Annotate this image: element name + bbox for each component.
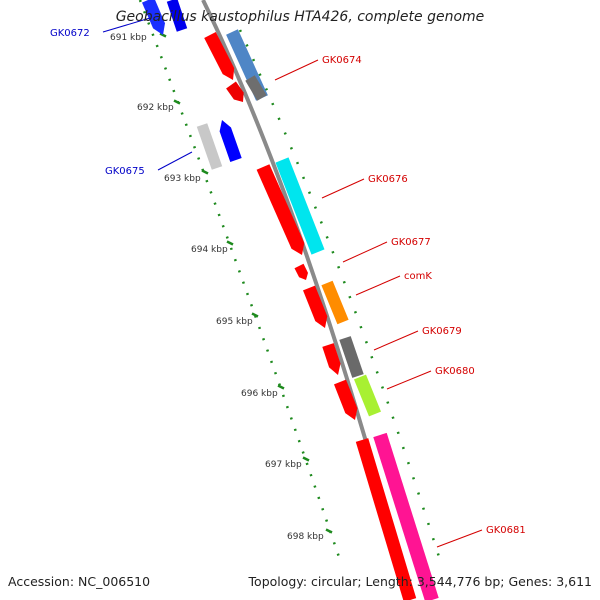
gene-label-leader xyxy=(157,151,193,171)
gene-feature-cyan[interactable] xyxy=(275,157,325,255)
outer-dotted-line xyxy=(238,29,442,561)
accession-value: NC_006510 xyxy=(78,574,151,589)
axis-tick-mark xyxy=(325,528,333,534)
gene-feature-blue[interactable] xyxy=(219,120,242,162)
gene-label-comk[interactable]: comK xyxy=(404,271,432,282)
gene-label-gk0681[interactable]: GK0681 xyxy=(486,525,526,536)
gene-feature-orange[interactable] xyxy=(321,280,349,325)
axis-tick-label: 695 kbp xyxy=(216,317,253,327)
length-label: Length: xyxy=(365,574,413,589)
axis-tick-label: 694 kbp xyxy=(191,245,228,255)
gene-feature-red[interactable] xyxy=(204,32,235,80)
axis-tick-mark xyxy=(173,99,181,105)
gene-label-leader xyxy=(274,59,319,81)
gene-label-gk0679[interactable]: GK0679 xyxy=(422,326,462,337)
axis-tick-mark xyxy=(302,456,310,462)
axis-tick-label: 696 kbp xyxy=(241,389,278,399)
accession-label: Accession: xyxy=(8,574,75,589)
axis-tick-mark xyxy=(251,312,259,318)
gene-feature-pink[interactable] xyxy=(373,432,439,600)
gene-label-leader xyxy=(386,370,432,390)
gene-features xyxy=(142,0,439,600)
gene-feature-lime[interactable] xyxy=(354,374,381,417)
axis-tick-label: 693 kbp xyxy=(164,174,201,184)
axis-tick-label: 697 kbp xyxy=(265,460,302,470)
gene-label-gk0674[interactable]: GK0674 xyxy=(322,55,362,66)
gene-label-leader xyxy=(321,178,365,199)
genome-title: Geobacillus kaustophilus HTA426, complet… xyxy=(115,9,485,25)
gene-label-gk0675[interactable]: GK0675 xyxy=(105,166,145,177)
gene-labels[interactable]: GK0672 GK0674 GK0675 GK0676 GK0677 comK GK0679… xyxy=(50,17,526,548)
gene-label-gk0672[interactable]: GK0672 xyxy=(50,28,90,39)
gene-feature-red[interactable] xyxy=(226,81,244,103)
accession-info: Accession: NC_006510 xyxy=(8,574,150,589)
gene-label-gk0676[interactable]: GK0676 xyxy=(368,174,408,185)
axis-tick-label: 698 kbp xyxy=(287,532,324,542)
axis-tick-mark xyxy=(201,169,209,175)
axis-tick-label: 691 kbp xyxy=(110,33,147,43)
gene-feature-red[interactable] xyxy=(355,438,417,600)
genome-summary: Topology: circular; Length: 3,544,776 bp… xyxy=(248,574,592,589)
gene-label-leader xyxy=(436,529,483,548)
gene-label-leader xyxy=(102,17,151,33)
gene-feature-red[interactable] xyxy=(294,263,309,280)
gene-feature-gray[interactable] xyxy=(339,336,364,378)
axis-tick-mark xyxy=(226,240,234,246)
axis-tick-mark xyxy=(277,384,285,390)
genes-value: 3,611 xyxy=(556,574,592,589)
axis-tick-label: 692 kbp xyxy=(137,103,174,113)
genes-label: Genes: xyxy=(508,574,553,589)
topology-label: Topology: xyxy=(248,574,308,589)
gene-label-leader xyxy=(373,330,419,351)
gene-feature-red[interactable] xyxy=(303,285,328,328)
length-value: 3,544,776 bp xyxy=(416,574,501,589)
gene-label-gk0677[interactable]: GK0677 xyxy=(391,237,431,248)
gene-label-leader xyxy=(355,275,401,296)
gene-feature-gray[interactable] xyxy=(245,75,267,101)
gene-feature-lightgray[interactable] xyxy=(196,123,223,170)
gene-feature-blue[interactable] xyxy=(166,0,188,32)
gene-feature-red[interactable] xyxy=(322,343,341,375)
topology-value: circular xyxy=(311,574,358,589)
kbp-dotted-axis: 691 kbp 692 kbp 693 kbp 694 kbp 695 kbp 696 k… xyxy=(110,0,442,561)
gene-label-gk0680[interactable]: GK0680 xyxy=(435,366,475,377)
gene-feature-red[interactable] xyxy=(334,379,358,420)
gene-feature-red[interactable] xyxy=(256,164,305,255)
gene-feature-blue[interactable] xyxy=(142,0,165,35)
gene-label-leader xyxy=(342,241,388,263)
